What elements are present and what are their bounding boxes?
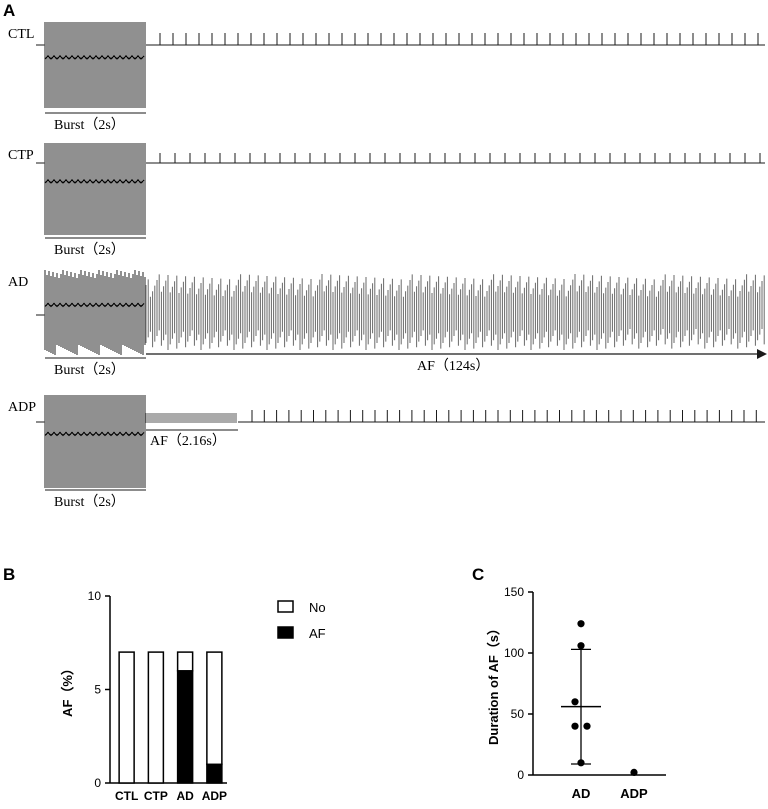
- sinus-beats: [251, 410, 757, 422]
- data-point-ad: [577, 620, 585, 628]
- data-point-ad: [577, 759, 585, 767]
- bar-no-ad: [176, 651, 194, 672]
- chart-af-duration: 0 50 100 150 Duration of AF（s） AD ADP: [486, 585, 666, 801]
- burst-label: Burst（2s）: [54, 242, 125, 258]
- burst-oscillation: [44, 143, 146, 235]
- chart-af-percentage: 0 5 10 AF（%） CTL CTP AD ADP No AF: [60, 589, 326, 803]
- x-tick-label: AD: [176, 789, 194, 803]
- burst-envelope: [44, 55, 145, 60]
- legend-swatch-no: [277, 600, 294, 613]
- bar-af-adp: [206, 763, 223, 784]
- ecg-traces: CTL Burst（2s） CTP Burst（2s） AD Burst（2s） AF（12…: [8, 22, 767, 510]
- burst-oscillation: [44, 395, 146, 488]
- trace-label: CTL: [8, 27, 34, 42]
- legend-label-no: No: [309, 600, 326, 615]
- data-point-ad: [577, 642, 585, 650]
- af-short-oscillation: [145, 413, 237, 423]
- trace-ctl: CTL Burst（2s）: [8, 22, 765, 133]
- y-tick-label: 100: [504, 646, 524, 660]
- panel-b-letter: B: [3, 565, 15, 584]
- data-point-ad: [571, 722, 579, 730]
- af-label: AF（2.16s）: [150, 433, 226, 449]
- y-tick-label: 10: [88, 589, 102, 603]
- x-tick-label: CTP: [144, 789, 168, 803]
- x-tick-label: AD: [572, 786, 591, 801]
- y-tick-label: 5: [94, 683, 101, 697]
- trace-ctp: CTP Burst（2s）: [8, 143, 765, 258]
- y-tick-label: 0: [517, 768, 524, 782]
- legend-label-af: AF: [309, 626, 326, 641]
- burst-label: Burst（2s）: [54, 494, 125, 510]
- y-axis-label: AF（%）: [60, 662, 75, 717]
- bar-no-ctl: [118, 651, 135, 784]
- burst-envelope: [44, 431, 145, 437]
- bar-no-adp: [206, 651, 223, 766]
- af-oscillation: [145, 274, 765, 350]
- burst-oscillation: [44, 270, 146, 355]
- burst-envelope: [44, 179, 145, 184]
- x-tick-label: CTL: [115, 789, 138, 803]
- y-tick-label: 0: [94, 776, 101, 790]
- data-point-ad: [571, 698, 579, 706]
- trace-label: AD: [8, 275, 28, 290]
- data-point-adp: [630, 768, 638, 776]
- trace-adp: ADP Burst（2s） AF（2.16s）: [8, 395, 765, 510]
- bar-no-ctp: [147, 651, 165, 784]
- y-tick-label: 50: [511, 707, 525, 721]
- trace-label: CTP: [8, 148, 34, 163]
- legend-swatch-af: [277, 626, 294, 639]
- x-tick-label: ADP: [620, 786, 648, 801]
- burst-label: Burst（2s）: [54, 362, 125, 378]
- x-tick-label: ADP: [202, 789, 227, 803]
- data-point-ad: [583, 722, 591, 730]
- bar-af-ad: [176, 670, 194, 784]
- af-arrowhead: [757, 349, 767, 359]
- y-axis-label: Duration of AF（s）: [486, 622, 501, 745]
- burst-oscillation: [44, 22, 146, 108]
- y-tick-label: 150: [504, 585, 524, 599]
- burst-envelope: [44, 302, 145, 308]
- af-label: AF（124s）: [417, 358, 489, 374]
- sinus-beats: [159, 33, 759, 45]
- trace-ad: AD Burst（2s） AF（124s）: [8, 270, 767, 378]
- panel-c-letter: C: [472, 565, 484, 584]
- sinus-beats: [159, 153, 761, 163]
- burst-label: Burst（2s）: [54, 117, 125, 133]
- trace-label: ADP: [8, 400, 36, 415]
- panel-a-letter: A: [3, 1, 15, 20]
